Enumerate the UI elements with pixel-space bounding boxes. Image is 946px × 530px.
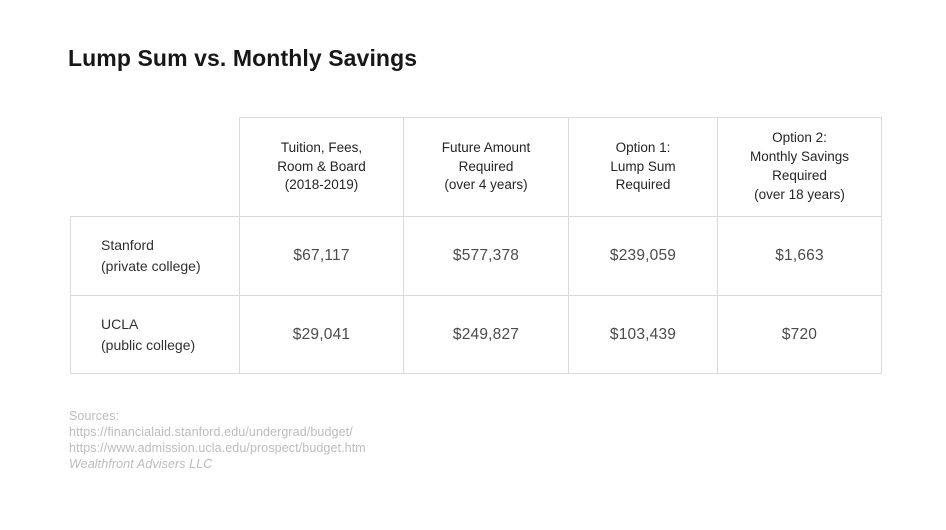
table-row-stanford: Stanford (private college) $67,117 $577,… [70, 216, 882, 296]
table-corner-cell [71, 118, 240, 217]
page-title: Lump Sum vs. Monthly Savings [68, 45, 418, 71]
cell-ucla-monthly-savings: $720 [717, 295, 882, 374]
cell-stanford-tuition: $67,117 [239, 216, 404, 296]
column-header-tuition-fees: Tuition, Fees, Room & Board (2018-2019) [239, 117, 404, 217]
cell-stanford-monthly-savings: $1,663 [717, 216, 882, 296]
cell-ucla-tuition: $29,041 [239, 295, 404, 374]
table-row-ucla: UCLA (public college) $29,041 $249,827 $… [70, 295, 882, 374]
cell-stanford-future-amount: $577,378 [403, 216, 569, 296]
column-header-future-amount: Future Amount Required (over 4 years) [403, 117, 569, 217]
row-label-stanford: Stanford (private college) [70, 216, 240, 296]
cell-ucla-future-amount: $249,827 [403, 295, 569, 374]
attribution-text: Wealthfront Advisers LLC [69, 457, 213, 471]
sources-label: Sources: [69, 409, 120, 423]
comparison-table: Tuition, Fees, Room & Board (2018-2019) … [70, 117, 882, 374]
table-header-row: Tuition, Fees, Room & Board (2018-2019) … [71, 117, 882, 217]
column-header-monthly-savings: Option 2: Monthly Savings Required (over… [717, 117, 882, 217]
column-header-lump-sum: Option 1: Lump Sum Required [568, 117, 718, 217]
cell-stanford-lump-sum: $239,059 [568, 216, 718, 296]
source-url-ucla: https://www.admission.ucla.edu/prospect/… [69, 441, 366, 455]
source-url-stanford: https://financialaid.stanford.edu/underg… [69, 425, 353, 439]
cell-ucla-lump-sum: $103,439 [568, 295, 718, 374]
sources-block: Sources: https://financialaid.stanford.e… [69, 408, 366, 472]
row-label-ucla: UCLA (public college) [70, 295, 240, 374]
